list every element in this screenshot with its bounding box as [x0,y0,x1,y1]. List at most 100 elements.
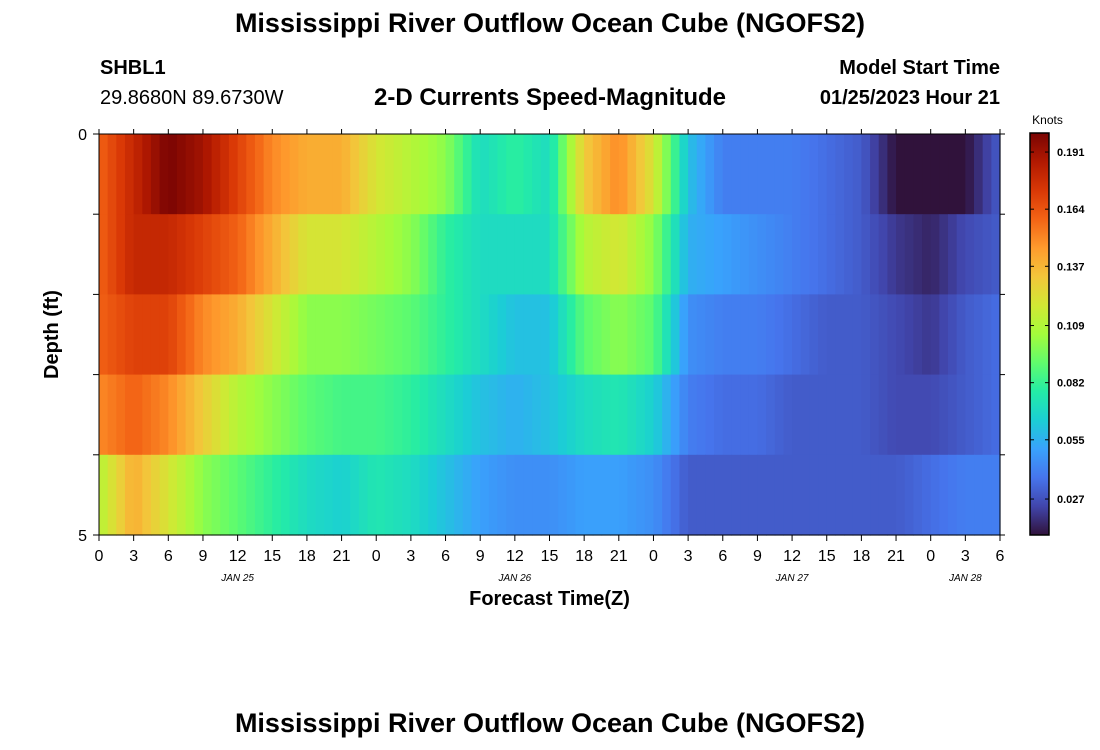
heatmap-cell [774,374,785,456]
heatmap-cell [159,294,169,376]
heatmap-cell [662,134,672,215]
heatmap-cell [142,214,152,295]
heatmap-cell [592,214,603,295]
heatmap-cell [870,374,880,456]
heatmap-cell [896,214,906,295]
heatmap-cell [133,294,143,376]
x-tick-label: 18 [298,548,316,565]
heatmap-cell [497,134,507,215]
colorbar-tick-label: 0.109 [1057,321,1085,333]
heatmap-cell [991,294,1001,376]
heatmap-cell [878,134,888,215]
heatmap-cell [246,374,256,456]
heatmap-cell [584,294,594,376]
heatmap-cell [835,294,845,376]
heatmap-cell [714,294,724,376]
heatmap-cell [341,214,351,295]
heatmap-cell [904,214,914,295]
heatmap-cell [497,214,507,295]
heatmap-cell [220,134,230,215]
heatmap-cell [445,134,455,215]
heatmap-cell [107,454,117,536]
heatmap-cell [688,134,698,215]
heatmap-cell [367,454,377,536]
heatmap-cell [636,374,646,456]
heatmap-cell [471,454,481,536]
x-tick-label: 12 [229,548,247,565]
colorbar-tick-label: 0.191 [1057,147,1085,159]
heatmap-cell [402,374,412,456]
heatmap-cell [766,374,776,456]
heatmap-cell [930,214,940,295]
heatmap-cell [133,134,143,215]
x-tick-label: 3 [961,548,970,565]
heatmap-cell [480,454,490,536]
heatmap-cell [861,294,871,376]
x-tick-label: 0 [372,548,381,565]
heatmap-cell [306,294,317,376]
heatmap-cell [930,454,940,536]
heatmap-cell [653,214,663,295]
heatmap-cell [263,214,273,295]
heatmap-cell [627,294,637,376]
heatmap-cell [480,134,490,215]
heatmap-cell [150,374,161,456]
heatmap-cell [644,374,655,456]
heatmap-cell [584,134,594,215]
heatmap-cell [670,454,681,536]
heatmap-cell [410,214,421,295]
heatmap-cell [965,454,975,536]
heatmap-cell [280,294,291,376]
heatmap-cell [991,374,1001,456]
heatmap-cell [124,134,135,215]
heatmap-cell [783,294,793,376]
heatmap-cell [731,134,741,215]
heatmap-cell [575,294,585,376]
heatmap-cell [731,454,741,536]
heatmap-cell [688,374,698,456]
heatmap-cell [393,294,403,376]
heatmap-cell [306,454,317,536]
heatmap-cell [298,294,308,376]
heatmap-cell [896,454,906,536]
heatmap-cell [168,294,178,376]
heatmap-cell [887,374,897,456]
heatmap-cell [99,454,109,536]
heatmap-cell [254,454,265,536]
heatmap-cell [722,374,733,456]
heatmap-cell [246,134,256,215]
x-axis-label: Forecast Time(Z) [469,588,630,610]
heatmap-cell [332,134,343,215]
heatmap-cell [731,214,741,295]
station-id: SHBL1 [100,57,166,79]
chart-title-repeat: Mississippi River Outflow Ocean Cube (NG… [234,708,866,738]
heatmap-cell [636,214,646,295]
heatmap-cell [202,374,213,456]
heatmap-cell [705,374,715,456]
heatmap-cell [506,214,516,295]
heatmap-cell [592,374,603,456]
x-tick-label: 3 [129,548,138,565]
x-tick-label: 9 [476,548,485,565]
heatmap-cell [540,294,551,376]
heatmap-cell [826,294,836,376]
heatmap-cell [800,214,810,295]
heatmap-cell [878,214,888,295]
heatmap-cell [679,374,689,456]
heatmap-cell [696,134,707,215]
heatmap-cell [237,294,247,376]
heatmap-cell [748,454,759,536]
x-tick-label: 0 [926,548,935,565]
y-tick-label: 5 [78,528,87,545]
x-tick-label: 18 [852,548,870,565]
heatmap-cell [220,214,230,295]
heatmap-cell [220,374,230,456]
heatmap-cell [922,134,932,215]
heatmap-cell [930,374,940,456]
heatmap-cell [168,374,178,456]
heatmap-cell [800,134,810,215]
heatmap-cell [202,454,213,536]
heatmap-cell [601,214,611,295]
heatmap-cell [497,454,507,536]
heatmap-cell [610,294,620,376]
